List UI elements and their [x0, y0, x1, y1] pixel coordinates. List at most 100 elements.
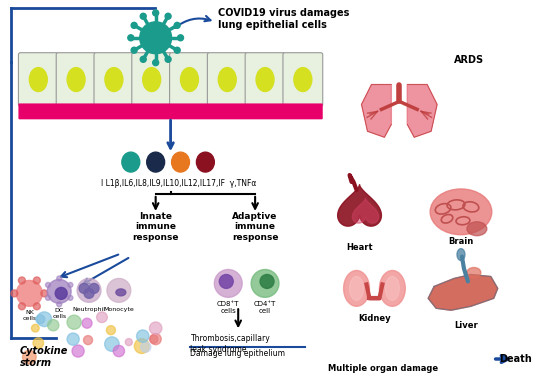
Ellipse shape — [180, 68, 199, 92]
Circle shape — [125, 339, 133, 346]
Ellipse shape — [379, 270, 405, 306]
Polygon shape — [407, 84, 437, 137]
Circle shape — [57, 276, 62, 281]
Circle shape — [41, 290, 48, 297]
Circle shape — [34, 303, 40, 310]
Circle shape — [141, 342, 151, 352]
Circle shape — [16, 280, 42, 306]
FancyBboxPatch shape — [132, 53, 172, 106]
Circle shape — [150, 335, 158, 344]
Text: COVID19 virus damages
lung epithelial cells: COVID19 virus damages lung epithelial ce… — [218, 8, 350, 30]
Circle shape — [82, 318, 92, 328]
Circle shape — [57, 302, 62, 307]
Ellipse shape — [29, 68, 47, 92]
Text: Brain: Brain — [448, 237, 474, 246]
Circle shape — [165, 13, 171, 19]
FancyBboxPatch shape — [207, 53, 247, 106]
Polygon shape — [338, 185, 381, 226]
Circle shape — [165, 56, 171, 62]
Circle shape — [47, 320, 59, 331]
Circle shape — [174, 47, 180, 53]
Circle shape — [79, 284, 89, 293]
FancyBboxPatch shape — [18, 53, 58, 106]
Ellipse shape — [386, 276, 399, 300]
Circle shape — [72, 345, 84, 357]
Circle shape — [84, 288, 94, 298]
Circle shape — [68, 282, 73, 287]
Text: CD4⁺T
cell: CD4⁺T cell — [254, 302, 276, 314]
Circle shape — [134, 339, 149, 354]
Circle shape — [214, 270, 242, 297]
Circle shape — [251, 270, 279, 297]
Ellipse shape — [294, 68, 312, 92]
Polygon shape — [361, 84, 392, 137]
Circle shape — [46, 296, 51, 300]
Ellipse shape — [218, 68, 236, 92]
Ellipse shape — [196, 152, 214, 172]
Circle shape — [153, 60, 158, 66]
FancyBboxPatch shape — [169, 53, 210, 106]
Circle shape — [68, 296, 73, 300]
Circle shape — [37, 312, 52, 327]
Text: Monocyte: Monocyte — [103, 307, 134, 312]
FancyBboxPatch shape — [56, 53, 96, 106]
Text: CD8⁺T
cells: CD8⁺T cells — [217, 302, 239, 314]
FancyBboxPatch shape — [245, 53, 285, 106]
Circle shape — [107, 279, 131, 302]
Circle shape — [113, 345, 124, 357]
Circle shape — [260, 274, 274, 288]
Text: Innate
immune
response: Innate immune response — [133, 212, 179, 242]
Text: ARDS: ARDS — [454, 55, 484, 64]
Circle shape — [97, 312, 107, 322]
Circle shape — [11, 290, 18, 297]
Text: Liver: Liver — [454, 321, 478, 330]
Circle shape — [31, 324, 39, 332]
Text: Adaptive
immune
response: Adaptive immune response — [232, 212, 278, 242]
Circle shape — [150, 333, 161, 345]
Circle shape — [219, 274, 233, 288]
Text: Thrombosis,capillary
leak syndrome: Thrombosis,capillary leak syndrome — [190, 334, 270, 354]
Circle shape — [23, 350, 36, 364]
Circle shape — [131, 47, 137, 53]
Circle shape — [18, 303, 25, 310]
Text: NK
cells: NK cells — [23, 310, 36, 321]
Ellipse shape — [67, 68, 85, 92]
Circle shape — [36, 315, 45, 324]
Ellipse shape — [344, 270, 370, 306]
Ellipse shape — [457, 249, 465, 261]
Text: Neutrophil: Neutrophil — [73, 307, 106, 312]
Text: Damage lung epithelium: Damage lung epithelium — [190, 349, 285, 358]
Text: Cytokine
storm: Cytokine storm — [19, 346, 68, 368]
Circle shape — [47, 279, 71, 303]
Ellipse shape — [143, 68, 161, 92]
Circle shape — [34, 277, 40, 284]
Ellipse shape — [467, 267, 481, 278]
Text: Heart: Heart — [346, 243, 373, 252]
Ellipse shape — [467, 222, 487, 236]
FancyBboxPatch shape — [283, 53, 323, 106]
Circle shape — [140, 22, 172, 54]
Text: Death: Death — [499, 354, 531, 364]
Text: DC
cells: DC cells — [52, 308, 66, 319]
Ellipse shape — [116, 289, 126, 296]
Ellipse shape — [147, 152, 164, 172]
Text: I L1β,IL6,IL8,IL9,IL10,IL12,IL17,IF  γ,TNFα: I L1β,IL6,IL8,IL9,IL10,IL12,IL17,IF γ,TN… — [101, 179, 256, 188]
Circle shape — [67, 333, 79, 345]
Circle shape — [104, 337, 119, 351]
Circle shape — [150, 322, 162, 334]
Ellipse shape — [256, 68, 274, 92]
Circle shape — [33, 338, 43, 348]
Circle shape — [55, 287, 67, 299]
Circle shape — [153, 10, 158, 16]
Circle shape — [46, 282, 51, 287]
Circle shape — [18, 277, 25, 284]
Circle shape — [106, 326, 116, 335]
Circle shape — [140, 56, 146, 62]
Circle shape — [84, 336, 92, 345]
Text: Multiple organ damage: Multiple organ damage — [328, 364, 438, 373]
Polygon shape — [353, 198, 378, 223]
Circle shape — [89, 284, 99, 293]
FancyBboxPatch shape — [18, 104, 323, 119]
FancyBboxPatch shape — [94, 53, 134, 106]
Circle shape — [131, 22, 137, 28]
